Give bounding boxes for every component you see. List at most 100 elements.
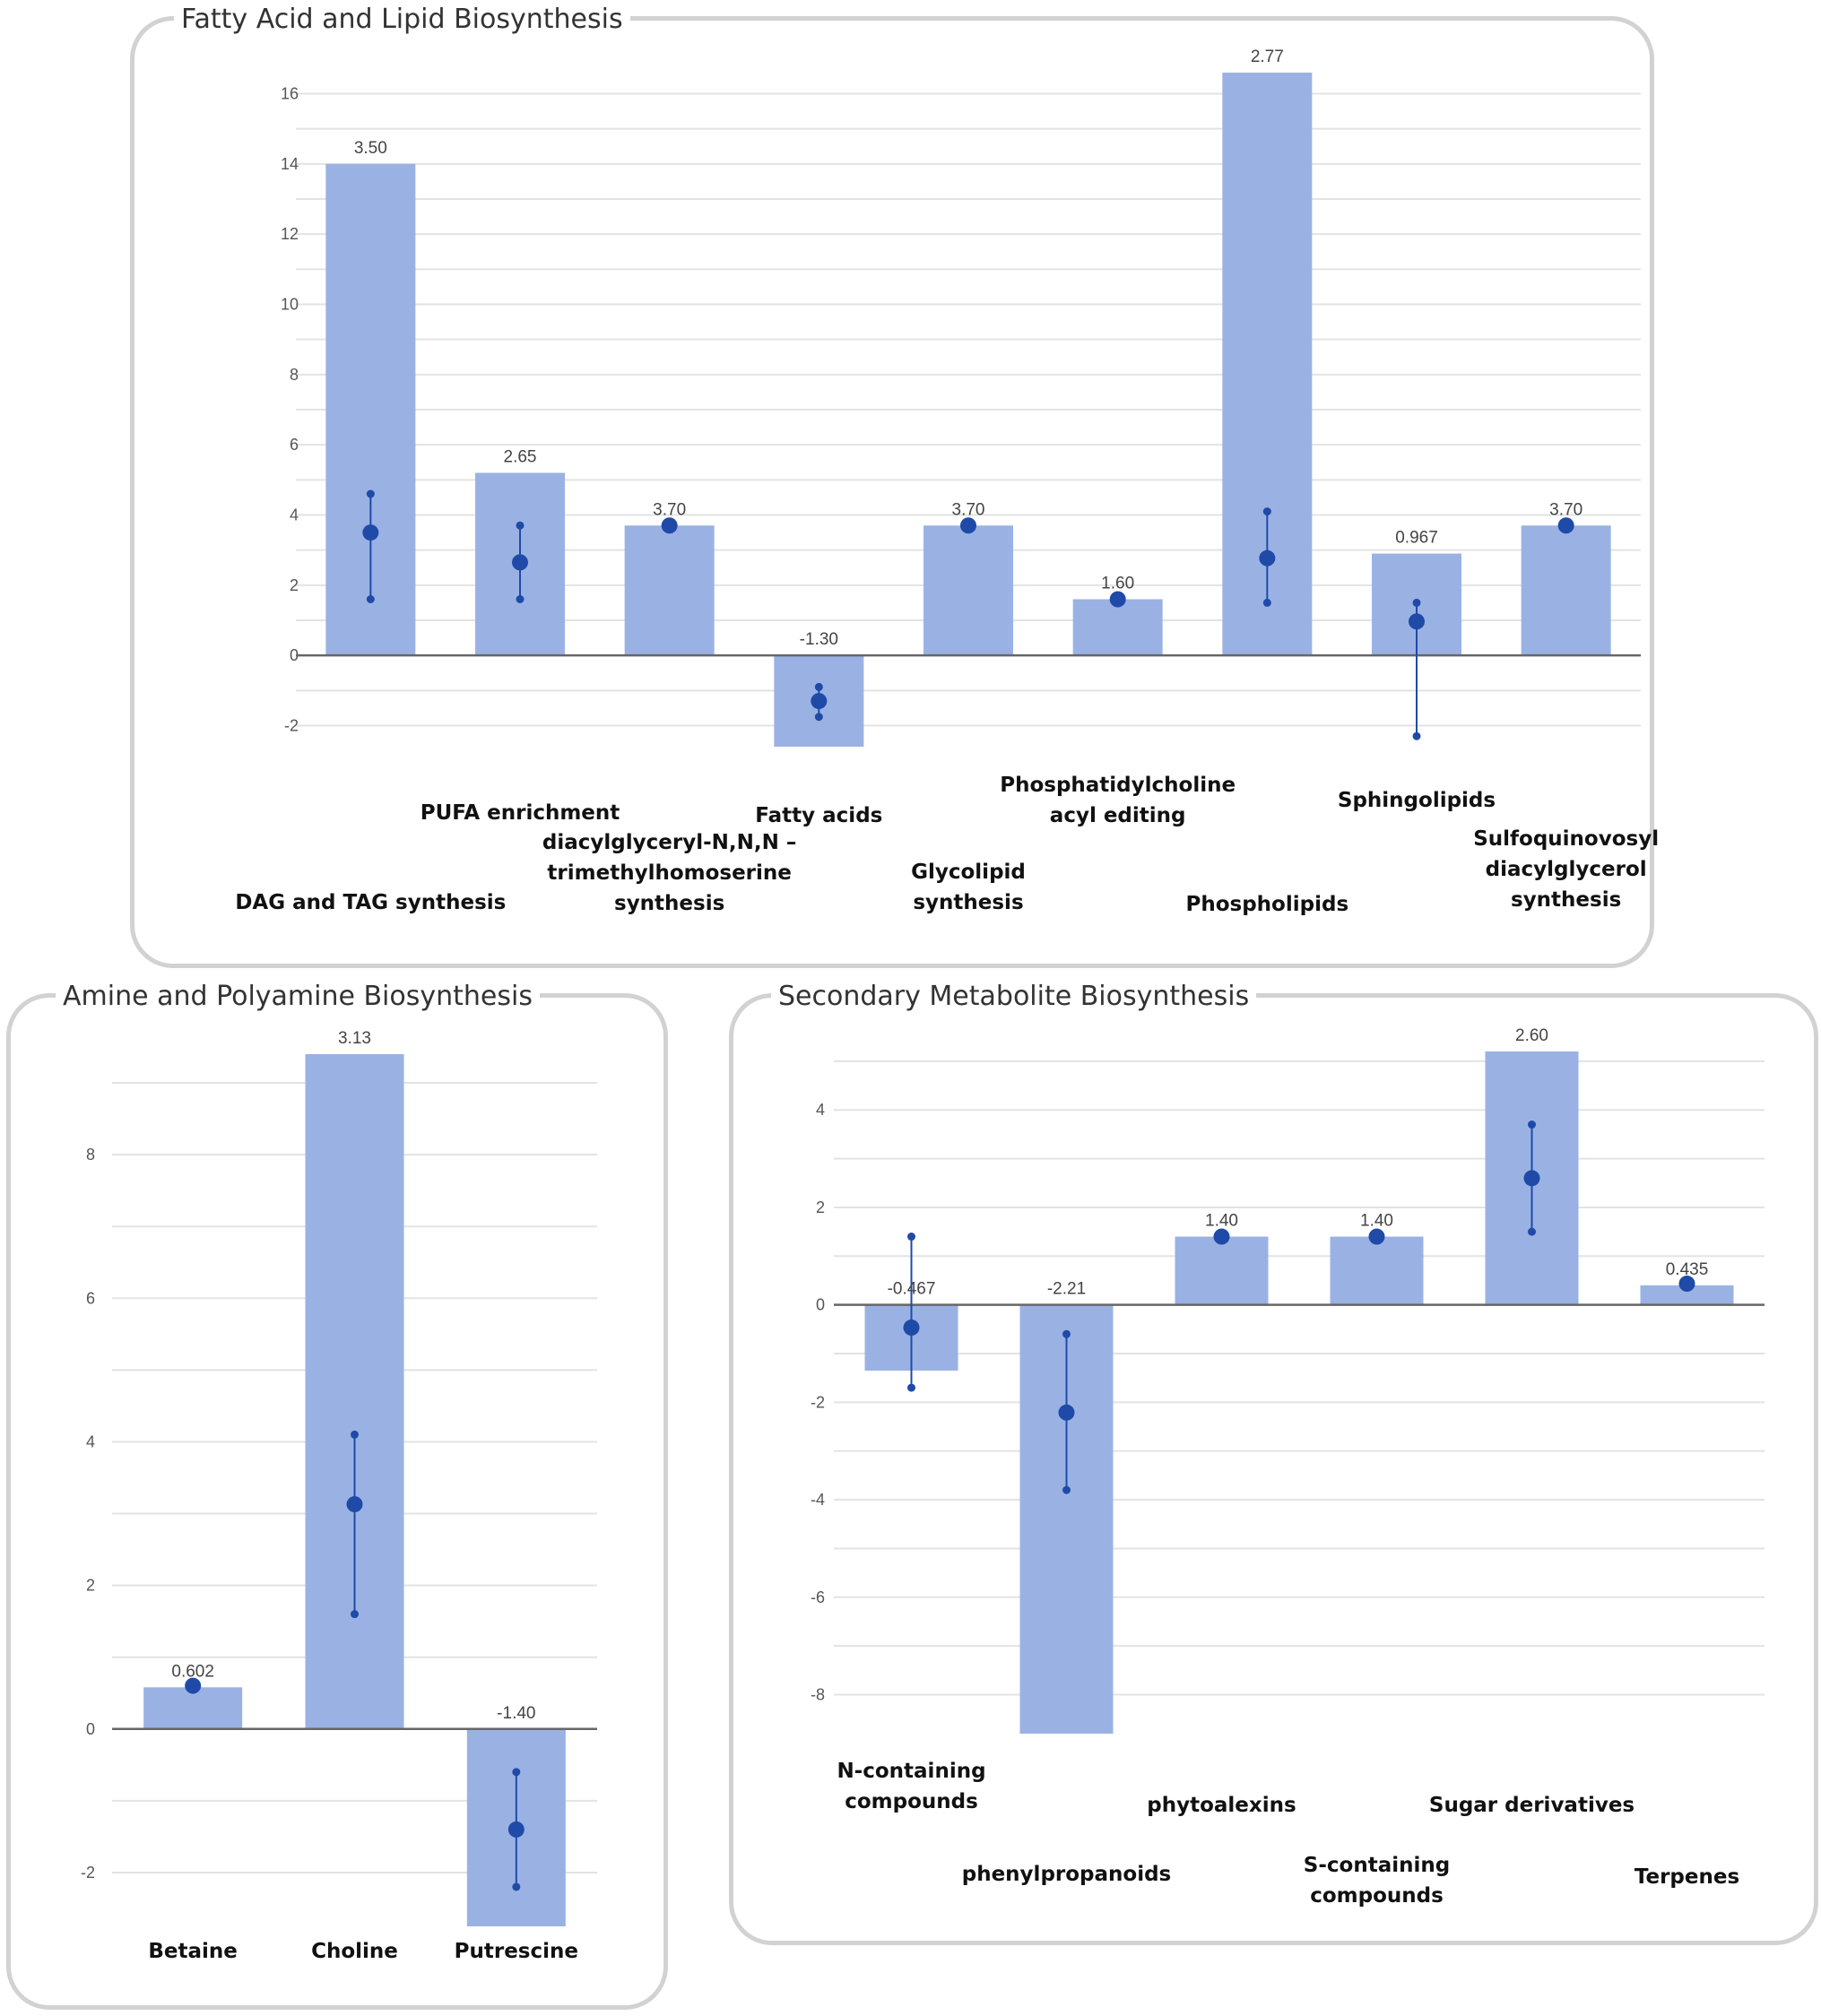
secondary-bar (1640, 1285, 1734, 1305)
fatty-error-cap (1412, 598, 1421, 607)
fatty-error-cap (1262, 507, 1271, 516)
fatty-value-label: 2.77 (1251, 48, 1284, 66)
amine-title: Amine and Polyamine Biosynthesis (56, 979, 540, 1015)
secondary-ytick-label: 0 (816, 1296, 825, 1314)
secondary-ytick-label: -2 (811, 1393, 825, 1411)
secondary-category-label: phytoalexins (1079, 1790, 1366, 1821)
fatty-category-label: Phosphatidylcholine acyl editing (975, 770, 1262, 831)
fatty-category-line: trimethylhomoserine (547, 861, 792, 885)
amine-error-cap (351, 1430, 359, 1439)
secondary-category-line: Sugar derivatives (1428, 1794, 1635, 1817)
secondary-point (1368, 1228, 1385, 1245)
amine-error-cap (512, 1768, 521, 1777)
secondary-category-label: N-containing compounds (768, 1756, 1055, 1817)
fatty-point (960, 517, 976, 534)
amine-value-label: 3.13 (338, 1029, 371, 1048)
fatty-category-line: diacylglyceryl-N,N,N – (542, 831, 797, 854)
amine-category-label: Choline (212, 1936, 499, 1967)
secondary-ytick-label: 4 (816, 1101, 825, 1119)
fatty-category-line: Sphingolipids (1337, 789, 1496, 812)
fatty-category-label: Sulfoquinovosyl diacylglycerol synthesis (1423, 824, 1710, 915)
fatty-error-cap (814, 682, 823, 691)
amine-category-line: Choline (311, 1940, 398, 1963)
fatty-error-cap (366, 595, 375, 603)
fatty-bar (1521, 525, 1611, 656)
fatty-category-line: synthesis (1511, 888, 1622, 912)
fatty-point (811, 693, 828, 710)
secondary-category-line: compounds (845, 1790, 978, 1813)
fatty-category-line: PUFA enrichment (420, 801, 620, 825)
secondary-category-label: phenylpropanoids (924, 1859, 1210, 1890)
amine-category-line: Putrescine (454, 1940, 578, 1963)
secondary-error-cap (1062, 1329, 1071, 1338)
secondary-ytick-label: -8 (811, 1686, 825, 1704)
secondary-point (1058, 1404, 1075, 1421)
fatty-error-cap (516, 521, 525, 530)
secondary-ytick-label: -6 (811, 1588, 825, 1606)
secondary-category-line: Terpenes (1634, 1865, 1740, 1889)
secondary-bar (1175, 1236, 1269, 1305)
fatty-point (1409, 613, 1425, 630)
fatty-error-cap (366, 489, 375, 498)
fatty-category-line: Phosphatidylcholine (1000, 774, 1236, 797)
fatty-point (1259, 549, 1276, 567)
fatty-point (362, 524, 379, 541)
amine-error-cap (512, 1882, 521, 1891)
amine-value-label: -1.40 (497, 1704, 535, 1723)
fatty-value-label: 3.50 (354, 139, 387, 158)
fatty-ytick-label: 0 (290, 646, 299, 664)
secondary-category-line: compounds (1310, 1884, 1444, 1908)
amine-ytick-label: 0 (86, 1720, 95, 1738)
amine-error-cap (351, 1610, 359, 1619)
fatty-category-label: Glycolipid synthesis (825, 857, 1112, 918)
amine-point (346, 1496, 363, 1513)
amine-ytick-label: -2 (81, 1864, 95, 1882)
secondary-title: Secondary Metabolite Biosynthesis (771, 979, 1257, 1015)
fatty-value-label: 0.967 (1395, 529, 1438, 548)
amine-ytick-label: 2 (86, 1577, 95, 1595)
amine-point (507, 1821, 525, 1838)
amine-bar (143, 1687, 243, 1729)
fatty-point (1557, 517, 1574, 534)
fatty-ytick-label: 14 (281, 155, 299, 173)
fatty-bar (924, 525, 1013, 656)
fatty-bar (1072, 599, 1163, 656)
amine-ytick-label: 4 (86, 1432, 95, 1450)
fatty-point (1109, 591, 1126, 608)
secondary-panel (729, 993, 1818, 1945)
secondary-point (1523, 1170, 1540, 1187)
fatty-category-line: DAG and TAG synthesis (235, 891, 507, 914)
secondary-error-cap (907, 1383, 915, 1392)
fatty-category-label: diacylglyceryl-N,N,N – trimethylhomoserin… (526, 827, 813, 919)
secondary-value-label: 0.435 (1666, 1260, 1709, 1279)
secondary-value-label: 1.40 (1205, 1212, 1238, 1231)
fatty-error-cap (814, 713, 823, 722)
fatty-category-label: Sphingolipids (1273, 785, 1560, 816)
fatty-value-label: 2.65 (504, 448, 537, 467)
secondary-category-line: S-containing (1303, 1854, 1451, 1877)
secondary-error-cap (907, 1233, 915, 1242)
fatty-category-line: Glycolipid (911, 861, 1026, 884)
amine-category-line: Betaine (148, 1940, 238, 1963)
amine-ytick-label: 8 (86, 1146, 95, 1164)
secondary-error-cap (1062, 1485, 1071, 1494)
secondary-category-label: Sugar derivatives (1389, 1790, 1676, 1821)
fatty-value-label: 1.60 (1101, 575, 1134, 593)
fatty-category-line: synthesis (913, 891, 1024, 914)
fatty-ytick-label: 16 (281, 85, 299, 103)
fatty-ytick-label: 10 (281, 296, 299, 314)
fatty-category-label: PUFA enrichment (377, 798, 663, 828)
secondary-error-cap (1528, 1120, 1536, 1129)
secondary-category-line: N-containing (837, 1760, 986, 1783)
amine-bar (305, 1054, 404, 1729)
secondary-point (903, 1319, 920, 1337)
fatty-category-label: DAG and TAG synthesis (227, 887, 514, 918)
secondary-point (1213, 1228, 1230, 1245)
secondary-category-line: phytoalexins (1147, 1794, 1296, 1817)
secondary-category-label: Terpenes (1544, 1862, 1821, 1892)
secondary-error-cap (1528, 1227, 1536, 1236)
fatty-category-line: Fatty acids (755, 804, 883, 827)
fatty-acid-title: Fatty Acid and Lipid Biosynthesis (174, 2, 630, 38)
fatty-ytick-label: 2 (290, 576, 299, 594)
